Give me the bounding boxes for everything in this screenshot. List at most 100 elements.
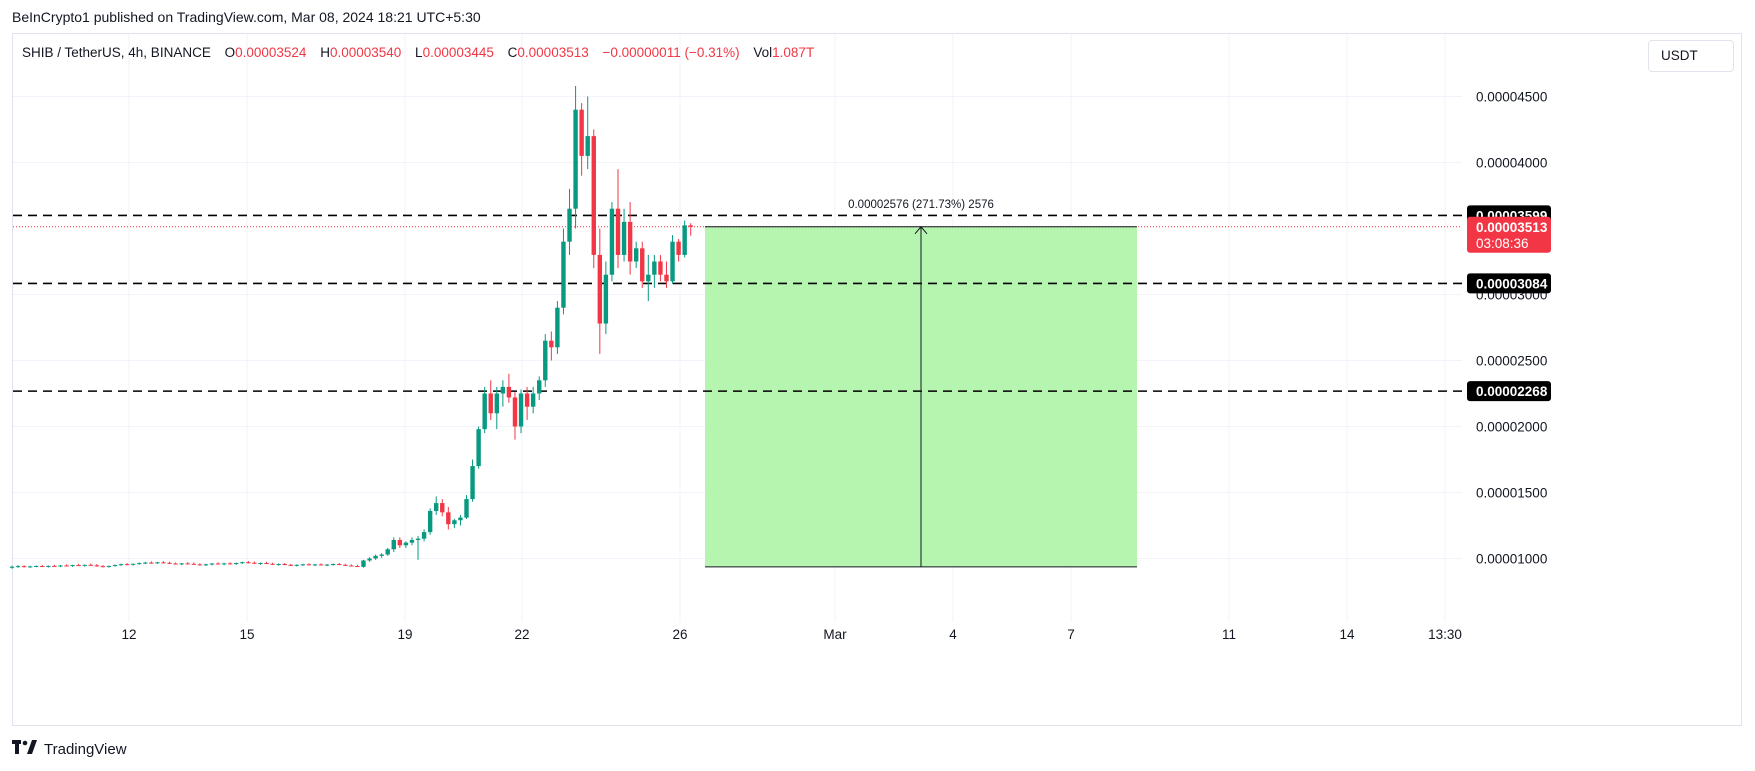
low-label: L	[415, 45, 423, 60]
candle	[234, 562, 239, 565]
candle-body	[306, 564, 312, 566]
candle-body	[506, 386, 512, 398]
tradingview-brand[interactable]: TradingView	[12, 740, 127, 758]
candle-body	[367, 558, 372, 561]
candle-body	[446, 512, 451, 525]
candle-body	[567, 208, 572, 242]
candle	[446, 507, 451, 530]
candle	[385, 547, 390, 556]
candle-body	[385, 549, 390, 555]
candle-body	[682, 225, 687, 255]
candle	[361, 559, 366, 568]
candle	[21, 565, 27, 568]
candle	[324, 564, 330, 567]
candle-body	[124, 564, 130, 566]
candle	[312, 563, 318, 567]
candle	[52, 564, 57, 567]
candle	[688, 223, 693, 236]
candle-body	[415, 538, 421, 541]
price-axis: 0.00001000 0.00001500 0.00002000 0.00002500…	[1476, 90, 1547, 567]
close-value: 0.00003513	[517, 45, 589, 60]
candle-body	[167, 562, 172, 564]
candle	[318, 563, 324, 566]
candle-body	[330, 564, 336, 566]
symbol-label[interactable]: SHIB / TetherUS, 4h, BINANCE	[22, 45, 211, 60]
candle	[537, 376, 542, 401]
time-tick-label: 22	[514, 627, 529, 642]
candle	[652, 254, 657, 288]
candle	[524, 386, 530, 420]
candle-body	[337, 564, 342, 566]
candle-body	[27, 566, 33, 568]
candle	[488, 380, 493, 420]
candle-body	[670, 241, 675, 282]
close-label: C	[507, 45, 518, 60]
candle	[191, 562, 196, 565]
range-measure-label: 0.00002576 (271.73%) 2576	[848, 199, 994, 211]
candle-body	[603, 274, 609, 324]
candle-body	[591, 136, 596, 255]
candle-body	[70, 565, 75, 567]
last-price-badge-bg	[1467, 216, 1551, 253]
candle	[258, 562, 263, 565]
candle	[306, 563, 312, 566]
candle	[379, 553, 384, 558]
time-axis: 12 15 19 22 26 Mar 4 7 11 14 13:30	[121, 627, 1461, 642]
candle	[500, 380, 506, 407]
candle	[100, 565, 106, 568]
candle	[167, 561, 172, 565]
candle-body	[155, 562, 160, 564]
price-tick-label: 0.00001000	[1476, 552, 1547, 567]
currency-button[interactable]: USDT	[1648, 40, 1734, 72]
candle	[373, 554, 378, 560]
candle-body	[179, 563, 184, 565]
candle	[137, 562, 142, 565]
candle	[118, 563, 124, 566]
candle	[264, 561, 269, 565]
candle	[670, 235, 675, 284]
candle-body	[52, 565, 57, 567]
candle-body	[524, 393, 530, 407]
candle-body	[112, 564, 118, 566]
candle	[609, 202, 615, 282]
candle	[294, 564, 300, 567]
candle	[330, 563, 336, 566]
candle-body	[34, 566, 39, 568]
candle-body	[373, 555, 378, 559]
candle	[591, 129, 596, 269]
change-value: −0.00000011 (−0.31%)	[602, 45, 740, 60]
candle-body	[58, 565, 63, 567]
candle-body	[82, 564, 87, 566]
candle	[573, 85, 578, 229]
candle-body	[131, 563, 136, 565]
candle	[300, 563, 306, 566]
candle	[561, 228, 566, 315]
candle	[276, 563, 281, 566]
candle	[215, 562, 221, 565]
candle	[518, 389, 524, 434]
candle-body	[379, 554, 384, 556]
time-tick-label: 19	[397, 627, 412, 642]
candle	[464, 495, 469, 519]
price-tick-label: 0.00001500	[1476, 486, 1547, 501]
candle	[131, 563, 136, 566]
candle-body	[585, 136, 590, 156]
candle-body	[409, 540, 415, 543]
candle-body	[640, 248, 645, 282]
candle	[221, 562, 227, 566]
candle	[343, 563, 348, 566]
range-measure: 0.00002576 (271.73%) 2576	[705, 199, 1137, 568]
candle-body	[173, 563, 178, 565]
published-info: BeInCrypto1 published on TradingView.com…	[12, 9, 481, 25]
tradingview-logo-icon	[12, 740, 38, 758]
candle	[34, 565, 39, 568]
candle-body	[300, 564, 306, 566]
candle-body	[197, 564, 203, 566]
time-tick-label: Mar	[823, 627, 847, 642]
candle-body	[221, 563, 227, 565]
candle-body	[652, 261, 657, 275]
candle	[40, 565, 45, 568]
candle-body	[106, 565, 112, 567]
